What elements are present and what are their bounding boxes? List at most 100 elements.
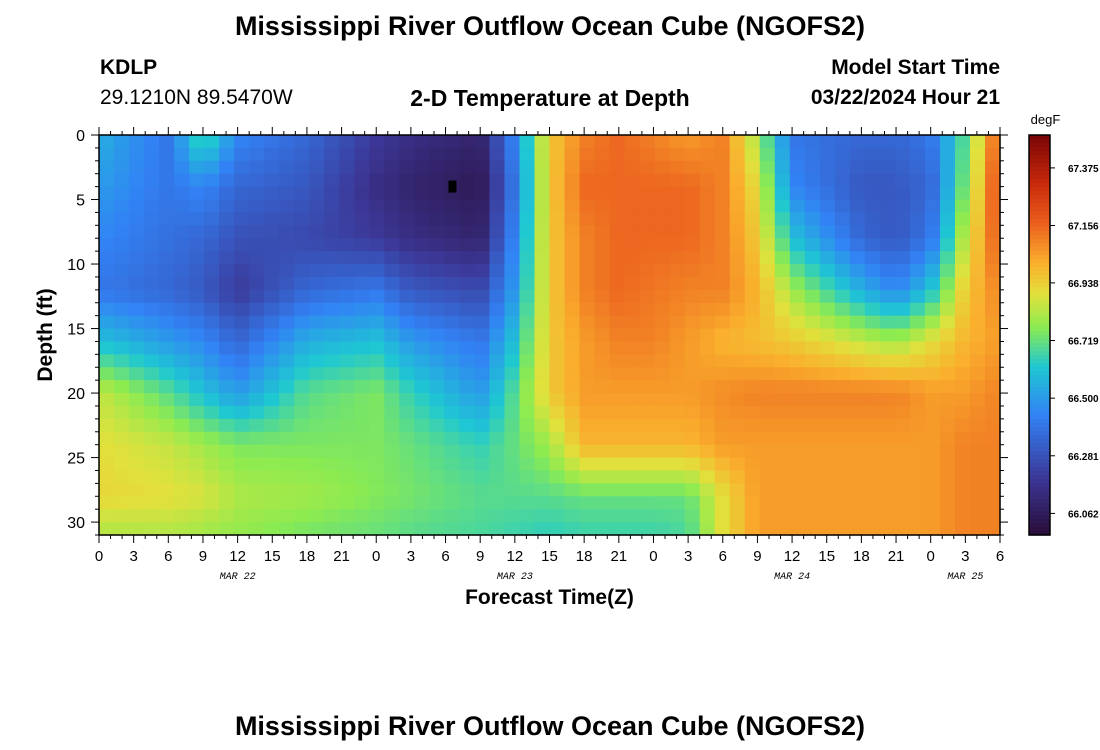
heatmap-cell — [894, 509, 911, 523]
heatmap-cell — [144, 522, 160, 536]
heatmap-cell — [174, 509, 190, 523]
heatmap-cell — [609, 367, 626, 381]
heatmap-cell — [969, 496, 986, 510]
heatmap-cell — [699, 315, 716, 330]
heatmap-cell — [489, 380, 506, 394]
heatmap-cell — [414, 405, 430, 420]
heatmap-cell — [444, 354, 460, 368]
heatmap-cell — [939, 522, 956, 536]
heatmap-cell — [204, 431, 220, 446]
heatmap-cell — [204, 289, 220, 304]
heatmap-cell — [354, 238, 370, 252]
heatmap-cell — [759, 393, 776, 407]
heatmap-cell — [804, 276, 821, 291]
heatmap-cell — [309, 186, 325, 201]
heatmap-cell — [354, 496, 370, 510]
heatmap-cell — [819, 186, 836, 201]
heatmap-cell — [759, 470, 776, 484]
colorbar-segment — [1029, 223, 1050, 228]
heatmap-cell — [174, 225, 190, 239]
heatmap-cell — [384, 341, 400, 355]
heatmap-cell — [324, 147, 340, 162]
y-tick-label: 15 — [67, 322, 85, 339]
colorbar: 67.37567.15666.93866.71966.50066.28166.0… — [1028, 134, 1099, 536]
heatmap-cell — [204, 354, 220, 368]
heatmap-cell — [654, 199, 671, 214]
x-tick-label: 9 — [199, 548, 207, 565]
heatmap-cell — [99, 199, 115, 214]
heatmap-cell — [849, 199, 866, 214]
heatmap-cell — [264, 186, 280, 201]
heatmap-cell — [564, 328, 581, 343]
heatmap-cell — [324, 380, 340, 394]
heatmap-cell — [219, 457, 235, 472]
heatmap-cell — [624, 251, 641, 265]
heatmap-cell — [549, 135, 566, 149]
heatmap-cell — [384, 405, 400, 420]
heatmap-cell — [894, 431, 911, 446]
heatmap-cell — [384, 264, 400, 278]
heatmap-cell — [384, 147, 400, 162]
heatmap-cell — [354, 509, 370, 523]
heatmap-cell — [894, 380, 911, 394]
heatmap-cell — [834, 212, 851, 226]
heatmap-cell — [744, 444, 761, 459]
heatmap-cell — [114, 496, 130, 510]
heatmap-cell — [369, 212, 385, 226]
heatmap-cell — [849, 367, 866, 381]
heatmap-cell — [294, 276, 310, 291]
heatmap-cell — [984, 470, 1001, 484]
heatmap-cell — [954, 522, 971, 536]
heatmap-cell — [234, 444, 250, 459]
heatmap-cell — [714, 393, 731, 407]
heatmap-cell — [594, 147, 611, 162]
heatmap-cell — [294, 315, 310, 330]
heatmap-cell — [534, 199, 551, 214]
heatmap-cell — [609, 173, 626, 188]
heatmap-cell — [504, 289, 521, 304]
heatmap-cell — [564, 186, 581, 201]
heatmap-cell — [699, 264, 716, 278]
heatmap-cell — [594, 367, 611, 381]
colorbar-segment — [1029, 323, 1050, 328]
heatmap-cell — [444, 328, 460, 343]
colorbar-segment — [1029, 215, 1050, 220]
heatmap-cell — [489, 418, 506, 433]
colorbar-tick-label: 66.281 — [1068, 452, 1099, 463]
heatmap-cell — [939, 264, 956, 278]
heatmap-cell — [114, 173, 130, 188]
heatmap-cell — [294, 444, 310, 459]
heatmap-cell — [459, 405, 476, 420]
heatmap-cell — [669, 328, 686, 343]
heatmap-cell — [219, 328, 235, 343]
heatmap-cell — [579, 289, 596, 304]
heatmap-cell — [699, 289, 716, 304]
heatmap-cell — [684, 405, 701, 420]
heatmap-cell — [609, 457, 626, 472]
heatmap-cell — [369, 264, 385, 278]
heatmap-cell — [639, 431, 656, 446]
heatmap-cell — [624, 315, 641, 330]
heatmap-cell — [924, 418, 941, 433]
heatmap-cell — [669, 483, 686, 497]
heatmap-cell — [984, 393, 1001, 407]
heatmap-cell — [804, 212, 821, 226]
heatmap-cell — [714, 367, 731, 381]
heatmap-cell — [924, 354, 941, 368]
heatmap-cell — [474, 522, 491, 536]
heatmap-cell — [774, 199, 791, 214]
colorbar-segment — [1029, 275, 1050, 280]
heatmap-cell — [384, 225, 400, 239]
heatmap-cell — [969, 186, 986, 201]
heatmap-cell — [264, 431, 280, 446]
colorbar-segment — [1029, 363, 1050, 368]
heatmap-cell — [219, 341, 235, 355]
heatmap-cell — [819, 341, 836, 355]
heatmap-cell — [579, 147, 596, 162]
heatmap-cell — [399, 431, 415, 446]
heatmap-cell — [744, 405, 761, 420]
heatmap-cell — [969, 251, 986, 265]
heatmap-cell — [474, 496, 491, 510]
heatmap-cell — [654, 405, 671, 420]
heatmap-cell — [249, 315, 265, 330]
